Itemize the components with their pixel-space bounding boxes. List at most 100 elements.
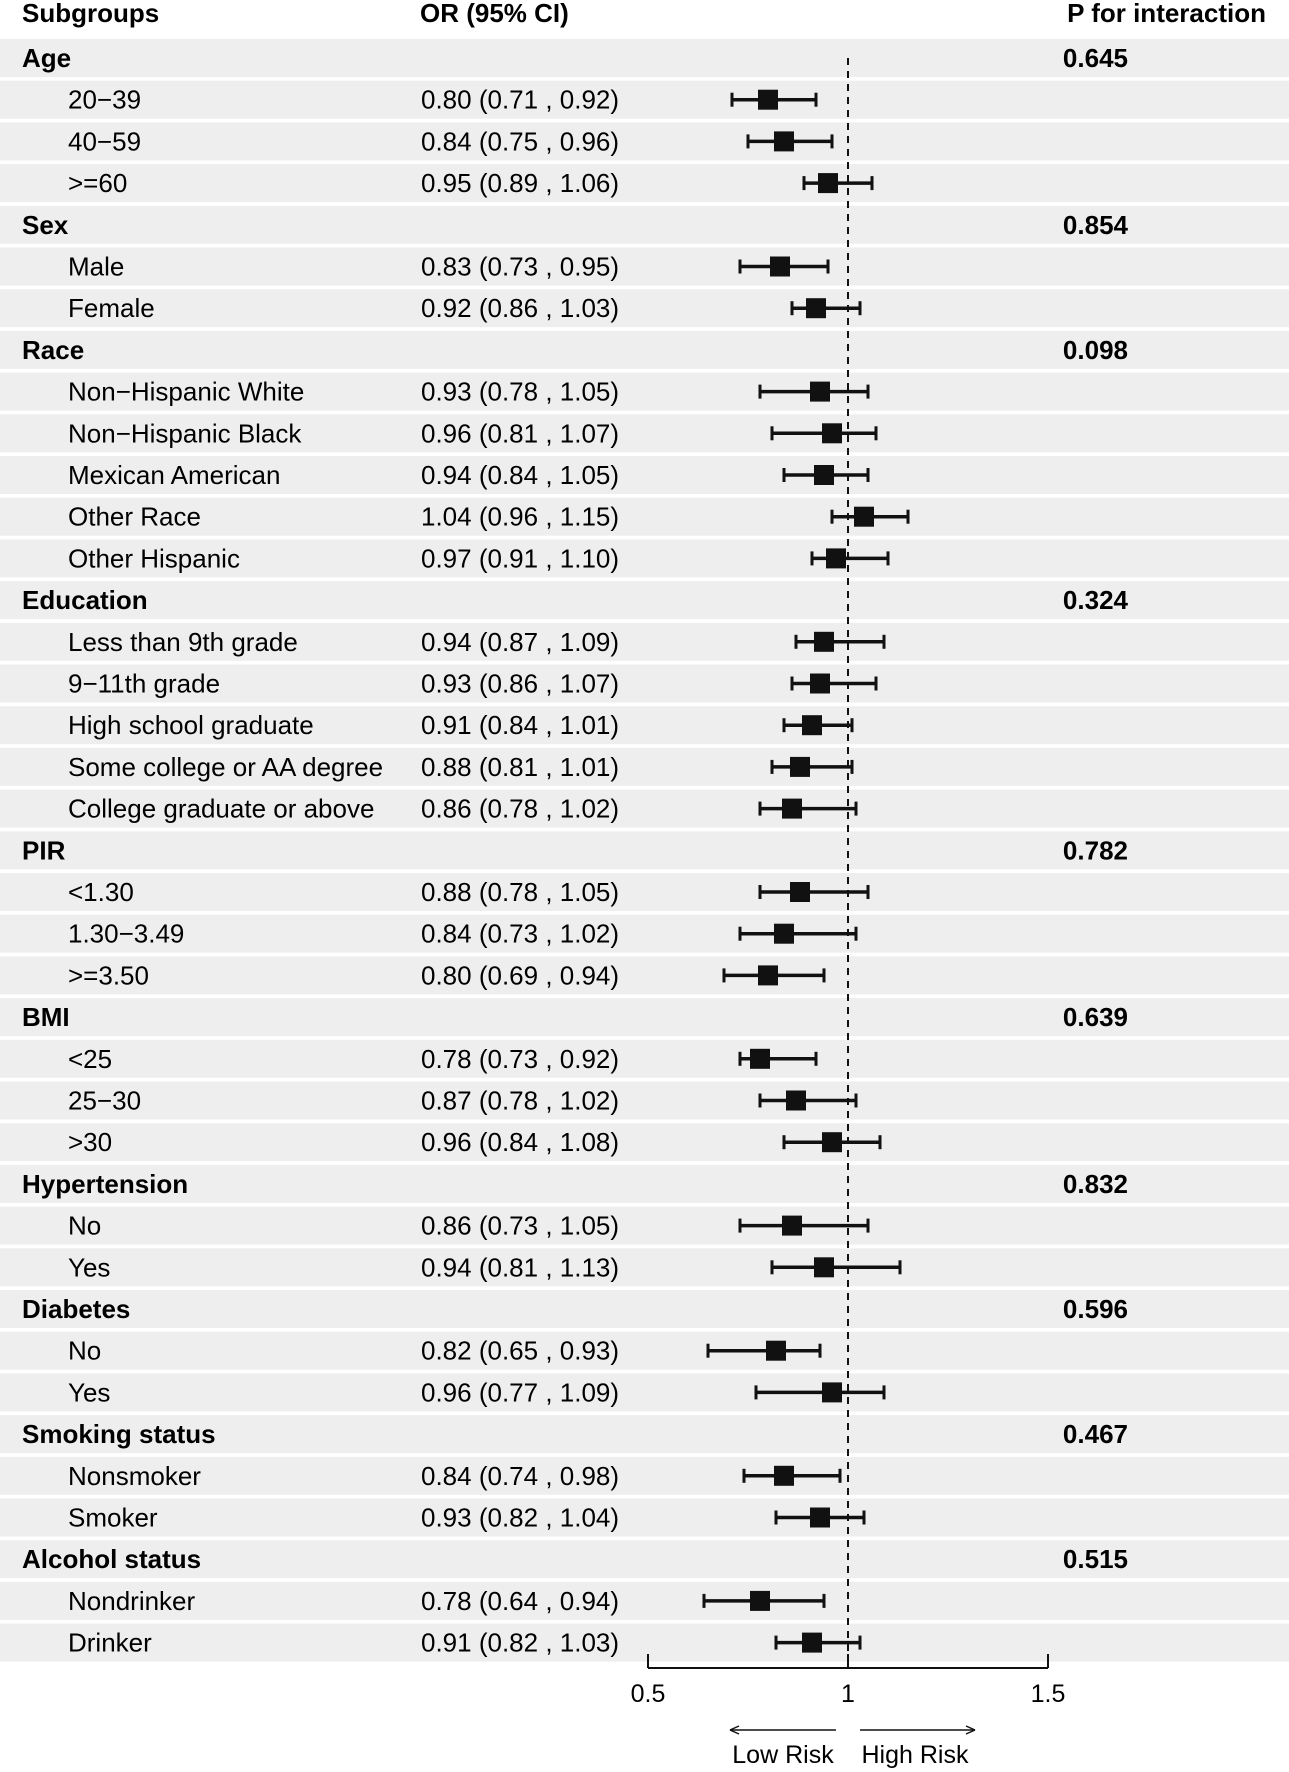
group-p-value: 0.467 [1063,1419,1128,1449]
row-band [0,1206,1289,1245]
subgroup-label: >=60 [68,168,127,198]
subgroup-label: No [68,1211,101,1241]
row-band [0,372,1289,411]
or-ci-text: 0.91 (0.84 , 1.01) [421,710,619,740]
subgroup-label: No [68,1336,101,1366]
high-risk-arrowhead [965,1725,976,1735]
row-band [0,456,1289,494]
subgroup-label: Female [68,293,155,323]
or-point [810,381,830,402]
subgroup-label: High school graduate [68,710,314,740]
row-band [0,1415,1289,1454]
or-ci-text: 0.88 (0.81 , 1.01) [421,752,619,782]
row-band [0,1581,1289,1620]
subgroup-label: 25−30 [68,1086,141,1116]
or-point [802,715,822,736]
row-band [0,122,1289,161]
group-label: BMI [22,1002,70,1032]
group-label: Age [22,43,71,73]
or-point [814,631,834,652]
subgroup-label: Nondrinker [68,1586,196,1616]
subgroup-label: <1.30 [68,877,134,907]
or-ci-text: 0.78 (0.64 , 0.94) [421,1586,619,1616]
or-ci-text: 0.82 (0.65 , 0.93) [421,1336,619,1366]
or-point [814,465,834,485]
or-ci-text: 0.93 (0.86 , 1.07) [421,669,619,699]
or-ci-text: 0.84 (0.73 , 1.02) [421,919,619,949]
row-band [0,1456,1289,1495]
row-band [0,414,1289,453]
row-band [0,1290,1289,1328]
row-band [0,873,1289,911]
or-point [774,923,794,944]
or-point [790,882,810,902]
row-band [0,39,1289,77]
row-band [0,956,1289,995]
group-label: Hypertension [22,1169,188,1199]
subgroup-label: Some college or AA degree [68,752,383,782]
row-band [0,289,1289,328]
header-or-ci: OR (95% CI) [420,0,569,28]
or-point [822,423,842,444]
or-ci-text: 0.88 (0.78 , 1.05) [421,877,619,907]
subgroup-label: Other Race [68,502,201,532]
row-band [0,1623,1289,1662]
subgroup-label: Non−Hispanic Black [68,418,302,448]
group-p-value: 0.098 [1063,335,1128,365]
group-label: PIR [22,835,66,865]
subgroup-label: Smoker [68,1503,158,1533]
group-p-value: 0.639 [1063,1002,1128,1032]
group-label: Race [22,335,84,365]
group-label: Alcohol status [22,1544,201,1574]
x-tick-label: 1.5 [1031,1680,1066,1708]
or-point [782,1215,802,1236]
subgroup-label: >=3.50 [68,960,149,990]
subgroup-label: Less than 9th grade [68,627,298,657]
or-ci-text: 0.97 (0.91 , 1.10) [421,543,619,573]
header-subgroups: Subgroups [22,0,159,28]
or-ci-text: 0.94 (0.84 , 1.05) [421,460,619,490]
or-ci-text: 0.83 (0.73 , 0.95) [421,252,619,282]
row-band [0,539,1289,578]
or-ci-text: 0.92 (0.86 , 1.03) [421,293,619,323]
row-band [0,998,1289,1037]
row-band [0,706,1289,745]
row-band [0,1123,1289,1162]
row-band [0,330,1289,369]
or-ci-text: 0.80 (0.69 , 0.94) [421,960,619,990]
row-band [0,1540,1289,1579]
group-p-value: 0.596 [1063,1294,1128,1324]
row-band [0,80,1289,119]
row-band [0,1498,1289,1537]
header-p-interaction: P for interaction [1067,0,1266,28]
row-band [0,664,1289,703]
or-point [750,1590,770,1611]
or-point [790,756,810,777]
or-point [774,131,794,152]
or-point [806,298,826,319]
subgroup-label: 20−39 [68,85,141,115]
or-point [766,1340,786,1361]
or-point [822,1382,842,1403]
row-band [0,581,1289,620]
x-tick-label: 0.5 [631,1680,666,1708]
row-band [0,914,1289,953]
subgroup-label: Non−Hispanic White [68,377,304,407]
group-p-value: 0.782 [1063,835,1128,865]
row-band [0,164,1289,203]
row-band [0,789,1289,828]
or-ci-text: 0.86 (0.78 , 1.02) [421,794,619,824]
or-ci-text: 0.93 (0.82 , 1.04) [421,1503,619,1533]
subgroup-label: Other Hispanic [68,543,240,573]
subgroup-label: Nonsmoker [68,1461,201,1491]
or-point [814,1257,834,1278]
or-point [822,1132,842,1153]
subgroup-label: Yes [68,1252,110,1282]
row-band [0,247,1289,286]
subgroup-label: College graduate or above [68,794,374,824]
subgroup-label: 9−11th grade [68,669,220,699]
or-ci-text: 0.78 (0.73 , 0.92) [421,1044,619,1074]
or-ci-text: 0.94 (0.87 , 1.09) [421,627,619,657]
subgroup-label: Yes [68,1377,110,1407]
